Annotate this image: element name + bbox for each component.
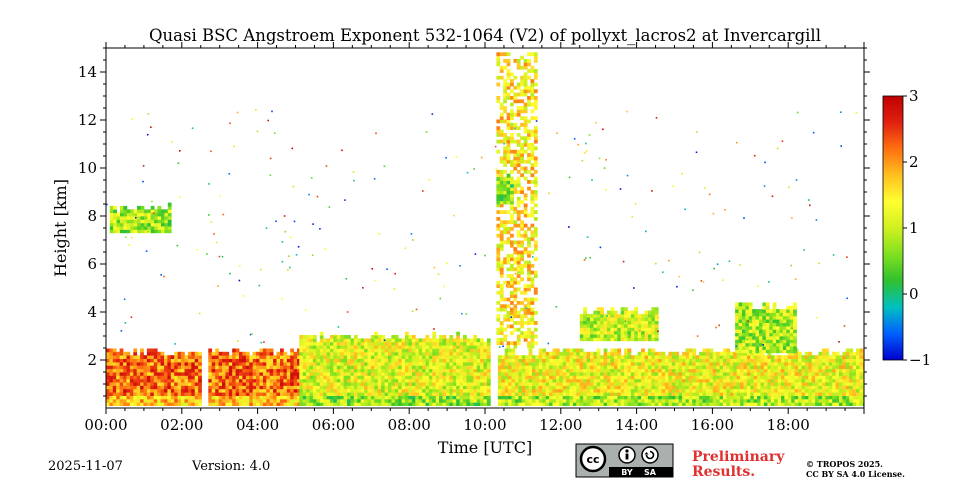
cc-sa-label: SA bbox=[644, 468, 657, 477]
scattered-noise bbox=[106, 109, 858, 348]
colorbar-tick-label: 0 bbox=[909, 285, 919, 303]
x-tick-label: 08:00 bbox=[388, 416, 431, 434]
region-green-patch-1040 bbox=[496, 173, 514, 205]
cc-license-badge: cc BY SA bbox=[575, 443, 674, 478]
copyright-line2: CC BY SA 4.0 License. bbox=[806, 469, 905, 479]
colorbar-tick-label: −1 bbox=[909, 351, 931, 369]
y-tick-label: 8 bbox=[87, 207, 97, 225]
copyright-line1: © TROPOS 2025. bbox=[806, 459, 883, 469]
region-tall-column-1030 bbox=[496, 52, 538, 349]
x-tick-label: 10:00 bbox=[463, 416, 506, 434]
x-tick-label: 00:00 bbox=[84, 416, 127, 434]
chart-title: Quasi BSC Angstroem Exponent 532-1064 (V… bbox=[149, 26, 821, 45]
colorbar-ticks: 3 2 1 0 −1 bbox=[903, 87, 931, 369]
y-tick-label: 12 bbox=[78, 111, 97, 129]
region-boundary-layer-afternoon bbox=[497, 348, 864, 406]
colorbar bbox=[882, 95, 904, 361]
region-elevated-layer-1700 bbox=[735, 302, 797, 354]
x-tick-label: 04:00 bbox=[236, 416, 279, 434]
x-axis-label: Time [UTC] bbox=[438, 438, 532, 457]
colorbar-tick-label: 2 bbox=[909, 153, 919, 171]
x-tick-label: 16:00 bbox=[691, 416, 734, 434]
y-axis: 2 4 6 8 10 12 14 bbox=[78, 47, 870, 397]
y-tick-label: 14 bbox=[78, 63, 97, 81]
x-tick-label: 06:00 bbox=[312, 416, 355, 434]
y-tick-label: 4 bbox=[87, 303, 97, 321]
region-cloud-layer-1300 bbox=[579, 307, 659, 342]
x-tick-label: 02:00 bbox=[160, 416, 203, 434]
colorbar-tick-label: 1 bbox=[909, 219, 919, 237]
region-aerosol-patch-0100 bbox=[109, 202, 172, 234]
cc-icon bbox=[579, 445, 607, 473]
heatmap-area bbox=[106, 52, 864, 406]
preliminary-line1: Preliminary bbox=[692, 449, 785, 465]
x-tick-label: 14:00 bbox=[615, 416, 658, 434]
cc-badge-text: cc bbox=[586, 453, 599, 466]
y-axis-label: Height [km] bbox=[51, 179, 70, 277]
preliminary-line2: Results. bbox=[692, 464, 755, 480]
footer-version: Version: 4.0 bbox=[191, 459, 270, 474]
x-axis: 00:00 02:00 04:00 06:00 08:00 10:00 12:00 14:00… bbox=[84, 42, 865, 434]
colorbar-tick-label: 3 bbox=[909, 87, 919, 105]
y-tick-label: 10 bbox=[78, 159, 97, 177]
cc-by-label: BY bbox=[621, 468, 633, 477]
x-tick-label: 18:00 bbox=[767, 416, 810, 434]
region-boundary-layer-night bbox=[106, 348, 301, 406]
y-tick-label: 2 bbox=[87, 351, 97, 369]
share-alike-icon bbox=[641, 446, 659, 464]
region-boundary-layer-day bbox=[299, 331, 491, 406]
footer-date: 2025-11-07 bbox=[48, 459, 123, 474]
y-tick-label: 6 bbox=[87, 255, 97, 273]
x-tick-label: 12:00 bbox=[539, 416, 582, 434]
